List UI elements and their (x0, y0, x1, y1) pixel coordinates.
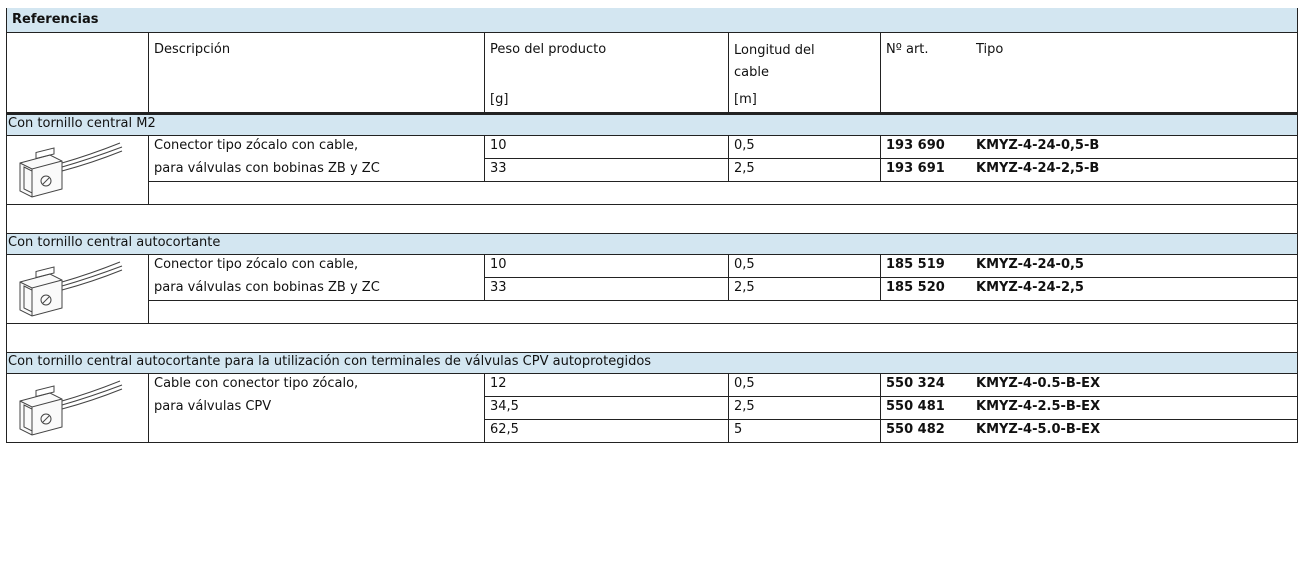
description: para válvulas con bobinas ZB y ZC (154, 159, 380, 179)
rule (148, 135, 149, 204)
article-number: 193 690 (886, 136, 945, 156)
type-code: KMYZ-4-24-2,5 (976, 278, 1084, 298)
description: Conector tipo zócalo con cable, (154, 136, 358, 156)
length: 0,5 (734, 255, 755, 275)
description: Cable con conector tipo zócalo, (154, 374, 358, 394)
rule (6, 8, 7, 443)
weight: 10 (490, 255, 507, 275)
rule (728, 32, 729, 112)
length: 2,5 (734, 159, 755, 179)
article-number: 550 324 (886, 374, 945, 394)
article-number: 185 520 (886, 278, 945, 298)
rule (148, 32, 149, 112)
rule (6, 442, 1298, 443)
rule (6, 323, 1298, 324)
length: 0,5 (734, 374, 755, 394)
length: 0,5 (734, 136, 755, 156)
rule (728, 373, 729, 442)
description: para válvulas con bobinas ZB y ZC (154, 278, 380, 298)
section-bar (6, 114, 1297, 135)
rule (6, 32, 1298, 33)
type-code: KMYZ-4-24-2,5-B (976, 159, 1099, 179)
column-header: Descripción (154, 40, 230, 60)
length: 2,5 (734, 397, 755, 417)
column-unit: [g] (490, 90, 508, 110)
section-title: Con tornillo central M2 (8, 114, 156, 134)
rule (6, 204, 1298, 205)
type-code: KMYZ-4-24-0,5-B (976, 136, 1099, 156)
connector-icon (10, 141, 130, 201)
article-number: 550 481 (886, 397, 945, 417)
section-title: Con tornillo central autocortante para l… (8, 352, 651, 372)
table-title: Referencias (12, 10, 98, 30)
type-code: KMYZ-4-2.5-B-EX (976, 397, 1100, 417)
description: Conector tipo zócalo con cable, (154, 255, 358, 275)
column-unit: [m] (734, 90, 757, 110)
rule (880, 32, 881, 112)
description: para válvulas CPV (154, 397, 271, 417)
rule (6, 352, 1298, 353)
title-bar (6, 8, 1297, 32)
rule (880, 254, 881, 300)
rule (484, 254, 485, 300)
type-code: KMYZ-4-5.0-B-EX (976, 420, 1100, 440)
type-code: KMYZ-4-24-0,5 (976, 255, 1084, 275)
rule (728, 135, 729, 181)
article-number: 185 519 (886, 255, 945, 275)
rule (484, 135, 485, 181)
weight: 12 (490, 374, 507, 394)
rule (148, 300, 1298, 301)
connector-icon (10, 260, 130, 320)
weight: 33 (490, 159, 507, 179)
article-number: 550 482 (886, 420, 945, 440)
weight: 62,5 (490, 420, 519, 440)
rule (148, 254, 149, 323)
reference-table: Referencias Descripción Peso del producto [… (0, 0, 1303, 563)
length: 2,5 (734, 278, 755, 298)
type-code: KMYZ-4-0.5-B-EX (976, 374, 1100, 394)
rule (484, 373, 485, 442)
rule (484, 32, 485, 112)
weight: 10 (490, 136, 507, 156)
column-header: Nº art. (886, 40, 929, 60)
rule (6, 114, 1298, 115)
weight: 34,5 (490, 397, 519, 417)
column-header: Peso del producto (490, 40, 606, 60)
connector-icon (10, 379, 130, 439)
column-header: Tipo (976, 40, 1003, 60)
length: 5 (734, 420, 742, 440)
rule (880, 373, 881, 442)
rule (880, 135, 881, 181)
rule (6, 233, 1298, 234)
rule (728, 254, 729, 300)
rule (1297, 8, 1298, 443)
section-title: Con tornillo central autocortante (8, 233, 220, 253)
rule (148, 373, 149, 442)
rule (148, 181, 1298, 182)
article-number: 193 691 (886, 159, 945, 179)
weight: 33 (490, 278, 507, 298)
column-header: Longitud del cable (734, 40, 844, 84)
